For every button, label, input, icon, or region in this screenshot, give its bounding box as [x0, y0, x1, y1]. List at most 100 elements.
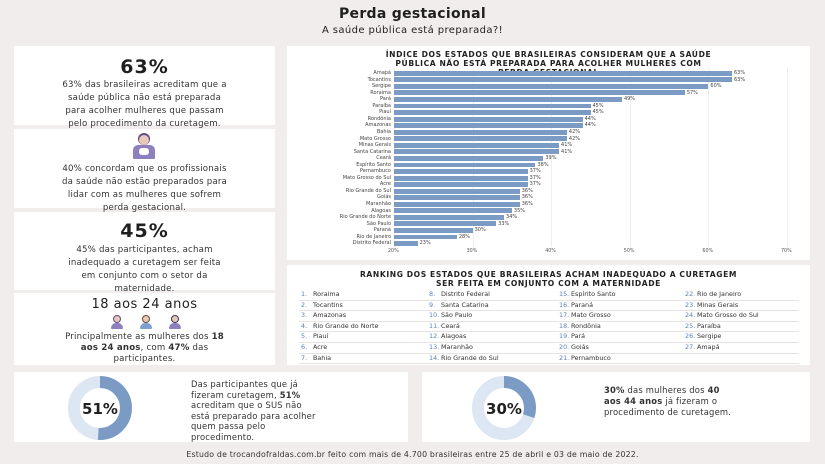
- ranking-number: 26.: [685, 332, 696, 341]
- ranking-state-name: Paraná: [571, 300, 593, 309]
- chart-bar: [394, 188, 520, 194]
- chart-title-line: ÍNDICE DOS ESTADOS QUE BRASILEIRAS CONSI…: [385, 50, 712, 59]
- ranking-state-name: Goiás: [571, 343, 589, 351]
- chart-bar: [394, 155, 544, 161]
- ranking-item: 10. São Paulo: [429, 311, 472, 319]
- ranking-item: 1. Roraima: [301, 290, 340, 298]
- chart-value-label: 44%: [584, 122, 596, 129]
- ranking-item: 2. Tocantins: [301, 301, 343, 309]
- ranking-number: 13.: [429, 343, 440, 351]
- stat-text-line: em conjunto com o setor da: [81, 271, 208, 281]
- ranking-state-name: Minas Gerais: [697, 300, 739, 309]
- ranking-row-divider: [299, 331, 799, 333]
- donut-text-line: procedimento de curetagem.: [604, 407, 732, 417]
- age-text: Principalmente as mulheres dos 18 aos 24…: [14, 332, 275, 365]
- ranking-number: 2.: [301, 300, 308, 309]
- chart-bar: [394, 136, 567, 142]
- chart-value-label: 35%: [513, 207, 526, 214]
- ranking-item: 25. Paraíba: [685, 322, 721, 330]
- age-card: 18 aos 24 anos Principalmente as mulhere…: [14, 293, 275, 365]
- ranking-list: 1. Roraima 2. Tocantins 3. Amazonas 4. Rio Gran…: [287, 265, 810, 365]
- chart-category-label: Mato Grosso do Sul: [342, 174, 391, 181]
- chart-category-label: Pernambuco: [359, 168, 391, 175]
- chart-value-label: 60%: [710, 83, 722, 90]
- stat-text: 63% das brasileiras acreditam que a saúd…: [14, 79, 275, 131]
- ranking-item: 14. Rio Grande do Sul: [429, 354, 499, 362]
- stat-text-line: para acolher mulheres que passam: [65, 106, 224, 116]
- ranking-state-name: Roraima: [313, 290, 340, 298]
- ranking-number: 17.: [559, 311, 570, 320]
- chart-bar: [394, 70, 732, 76]
- ranking-item: 8. Distrito Federal: [429, 290, 490, 298]
- chart-x-tick-label: 40%: [545, 248, 556, 254]
- donut-label: 30%: [486, 400, 522, 418]
- chart-value-label: 63%: [733, 70, 746, 76]
- ranking-item: 19. Pará: [559, 332, 585, 340]
- ranking-number: 15.: [559, 290, 570, 298]
- ranking-item: 27. Amapá: [685, 343, 720, 351]
- chart-bar: [394, 123, 583, 129]
- age-text-line: aos 24 anos, com 47% das: [80, 343, 209, 353]
- chart-value-label: 38%: [537, 161, 549, 168]
- chart-gridline: [708, 68, 710, 247]
- chart-bar: [394, 110, 591, 116]
- ranking-state-name: Rondônia: [571, 321, 601, 330]
- ranking-item: 21. Pernambuco: [559, 354, 611, 362]
- ranking-item: 9. Santa Catarina: [429, 301, 489, 309]
- ranking-item: 20. Goiás: [559, 343, 589, 351]
- ranking-state-name: São Paulo: [441, 311, 473, 320]
- ranking-state-name: Tocantins: [313, 300, 343, 309]
- ranking-state-name: Piauí: [313, 332, 329, 341]
- ranking-item: 11. Ceará: [429, 322, 460, 330]
- chart-bar: [394, 241, 418, 247]
- ranking-number: 25.: [685, 321, 696, 330]
- chart-bar: [394, 221, 497, 227]
- chart-category-label: Distrito Federal: [352, 240, 391, 247]
- ranking-state-name: Mato Grosso: [571, 311, 611, 320]
- ranking-state-name: Paraíba: [697, 321, 721, 330]
- ranking-item: 7. Bahia: [301, 354, 331, 362]
- chart-category-label: Maranhão: [366, 201, 391, 207]
- ranking-state-name: Amapá: [697, 343, 720, 351]
- stat-text-line: lidar com as mulheres que sofrem: [67, 190, 222, 200]
- chart-title-line: PÚBLICA NÃO ESTÁ PREPARADA PARA ACOLHER …: [395, 59, 702, 68]
- chart-category-label: Pará: [380, 96, 391, 103]
- chart-x-tick-label: 50%: [623, 248, 635, 254]
- chart-value-label: 36%: [521, 194, 533, 201]
- donut-card-30: 30% 30% das mulheres dos 40 aos 44 anos …: [422, 372, 810, 442]
- ranking-number: 14.: [429, 353, 440, 362]
- ranking-number: 11.: [429, 321, 440, 330]
- ranking-item: 13. Maranhão: [429, 343, 473, 351]
- donut-text-line: aos 44 anos já fizeram o: [604, 396, 718, 406]
- chart-value-label: 30%: [474, 227, 486, 234]
- chart-category-label: Rondônia: [367, 115, 391, 122]
- age-title: 18 aos 24 anos: [91, 297, 198, 312]
- ranking-state-name: Distrito Federal: [441, 290, 490, 298]
- chart-value-label: 42%: [568, 128, 581, 135]
- ranking-state-name: Maranhão: [441, 343, 473, 351]
- donut-text-line: 30% das mulheres dos 40: [604, 385, 720, 395]
- ranking-row-divider: [299, 363, 799, 365]
- ranking-state-name: Amazonas: [313, 311, 347, 320]
- stat-text: 40% concordam que os profissionais da sa…: [14, 163, 275, 215]
- ranking-state-name: Ceará: [441, 321, 460, 330]
- chart-value-label: 57%: [686, 89, 698, 96]
- ranking-number: 12.: [429, 332, 440, 341]
- chart-bar: [394, 234, 457, 240]
- chart-bar: [394, 182, 528, 188]
- chart-category-label: Tocantins: [367, 76, 391, 83]
- ranking-number: 18.: [559, 321, 570, 330]
- ranking-state-name: Rio Grande do Norte: [313, 321, 379, 330]
- chart-value-label: 23%: [419, 240, 431, 247]
- chart-category-label: Bahia: [376, 128, 391, 135]
- chart-category-label: Acre: [379, 181, 391, 188]
- woman-icon: [139, 315, 153, 329]
- chart-gridline: [787, 68, 788, 247]
- ranking-number: 5.: [301, 332, 308, 341]
- women-icons: [110, 315, 182, 329]
- chart-category-label: Roraima: [370, 89, 391, 96]
- donut-arc: [472, 376, 536, 440]
- woman-icon: [110, 315, 124, 329]
- chart-bar: [394, 162, 536, 168]
- donut-text-line: acreditam que o SUS não: [191, 400, 302, 410]
